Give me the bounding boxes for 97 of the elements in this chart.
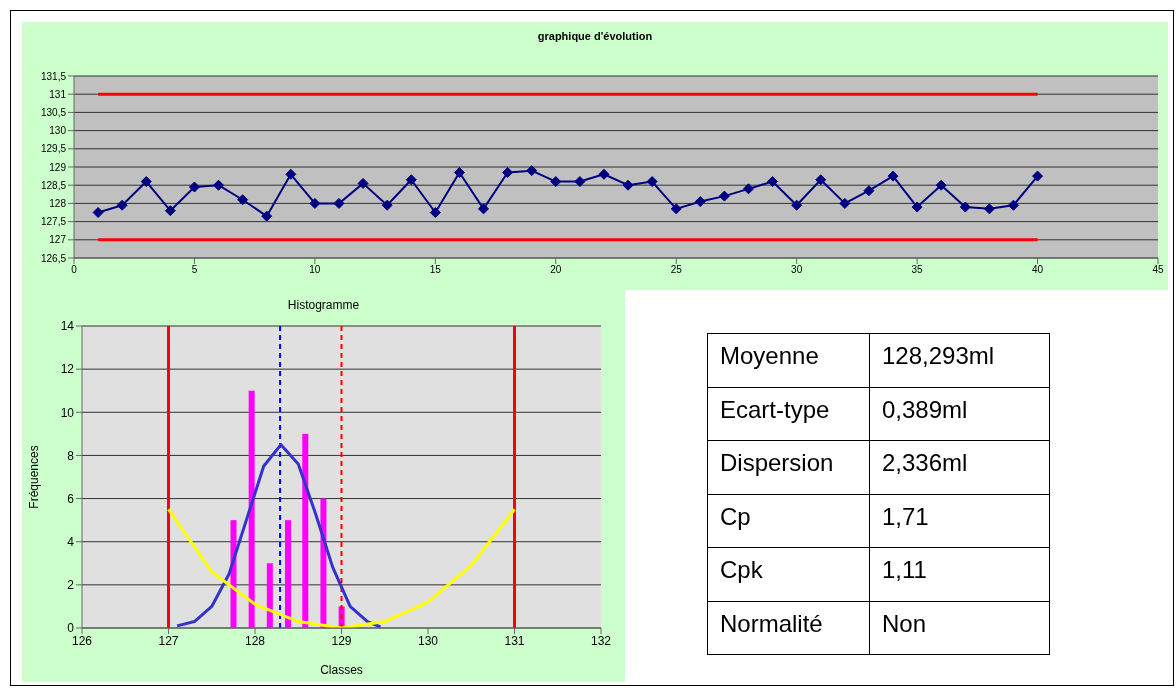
point <box>718 190 730 202</box>
point <box>791 199 803 211</box>
point <box>767 176 779 188</box>
point <box>429 207 441 218</box>
x-tick-label: 127 <box>158 633 179 648</box>
y-tick-label: 127,5 <box>40 216 67 228</box>
x-tick-label: 35 <box>911 264 924 276</box>
point <box>670 203 682 215</box>
text: Moyenne <box>707 333 870 387</box>
point <box>959 201 971 213</box>
x-tick-label: 128 <box>244 633 266 648</box>
y-tick-label: 128 <box>49 197 67 209</box>
point <box>815 174 827 186</box>
point <box>333 197 345 209</box>
point <box>839 197 851 209</box>
x-tick-label: 20 <box>550 264 562 276</box>
y-tick-label: 2 <box>67 578 75 593</box>
x-tick-label: 132 <box>590 633 612 648</box>
text: 2,336ml <box>869 440 1050 494</box>
line-series <box>167 507 516 628</box>
point <box>357 177 369 189</box>
x-axis-title: Classes <box>320 663 363 677</box>
point <box>213 179 225 191</box>
point <box>550 176 562 188</box>
x-tick-label: 10 <box>309 264 321 276</box>
point <box>694 196 706 208</box>
bar <box>248 390 255 628</box>
y-tick-label: 131,5 <box>40 70 67 82</box>
point <box>261 210 273 222</box>
point <box>237 194 249 206</box>
point <box>646 176 658 188</box>
y-tick-label: 131 <box>49 88 67 100</box>
point <box>188 181 200 193</box>
text: 128,293ml <box>869 333 1050 387</box>
point <box>935 179 947 191</box>
text: Non <box>869 601 1050 655</box>
y-tick-label: 129 <box>49 161 67 173</box>
point <box>140 176 152 188</box>
y-tick-label: 130 <box>49 125 67 137</box>
point <box>863 185 875 197</box>
point <box>622 179 634 191</box>
point <box>911 201 923 213</box>
text: Ecart-type <box>707 387 870 441</box>
x-tick-label: 129 <box>331 633 352 648</box>
text: 1,71 <box>869 494 1050 548</box>
y-tick-label: 0 <box>67 621 75 636</box>
y-tick-label: 8 <box>67 448 75 463</box>
point <box>574 176 586 188</box>
x-tick-label: 40 <box>1031 264 1044 276</box>
point <box>598 168 610 180</box>
y-tick-label: 12 <box>60 362 75 377</box>
point <box>1007 199 1019 211</box>
x-tick-label: 126 <box>71 633 93 648</box>
point <box>309 197 321 209</box>
x-tick-label: 25 <box>670 264 683 276</box>
x-tick-label: 45 <box>1152 264 1164 276</box>
bar <box>266 563 273 628</box>
y-tick-label: 129,5 <box>40 143 67 155</box>
y-tick-label: 130,5 <box>40 106 67 118</box>
point <box>164 205 176 217</box>
y-axis-title: Fréquences <box>27 445 42 509</box>
point <box>405 174 417 186</box>
point <box>1032 170 1044 182</box>
text: 1,11 <box>869 547 1050 601</box>
line-series <box>175 443 382 628</box>
y-tick-label: 127 <box>49 234 67 246</box>
chart-title: graphique d'évolution <box>536 30 654 42</box>
point <box>983 203 995 215</box>
point <box>285 168 297 180</box>
point <box>453 166 465 178</box>
y-tick-label: 14 <box>60 319 75 334</box>
x-tick-label: 15 <box>429 264 442 276</box>
y-tick-label: 128,5 <box>40 179 67 191</box>
text: Cp <box>707 494 870 548</box>
y-tick-label: 126,5 <box>40 252 67 264</box>
x-tick-label: 5 <box>191 264 198 276</box>
text: Normalité <box>707 601 870 655</box>
point <box>887 170 899 182</box>
point <box>478 203 490 215</box>
bar <box>302 433 309 628</box>
x-tick-label: 131 <box>504 633 525 648</box>
y-tick-label: 10 <box>60 405 75 420</box>
point <box>502 166 514 178</box>
chart-title: Histogramme <box>286 298 361 312</box>
text: 0,389ml <box>869 387 1050 441</box>
x-tick-label: 30 <box>791 264 803 276</box>
y-tick-label: 6 <box>67 491 75 506</box>
text: Cpk <box>707 547 870 601</box>
point <box>742 183 754 195</box>
point <box>92 207 104 218</box>
y-tick-label: 4 <box>67 534 75 549</box>
point <box>116 199 128 211</box>
text: Dispersion <box>707 440 870 494</box>
point <box>381 199 393 211</box>
point <box>526 165 538 177</box>
x-tick-label: 130 <box>417 633 439 648</box>
bar <box>284 520 291 628</box>
